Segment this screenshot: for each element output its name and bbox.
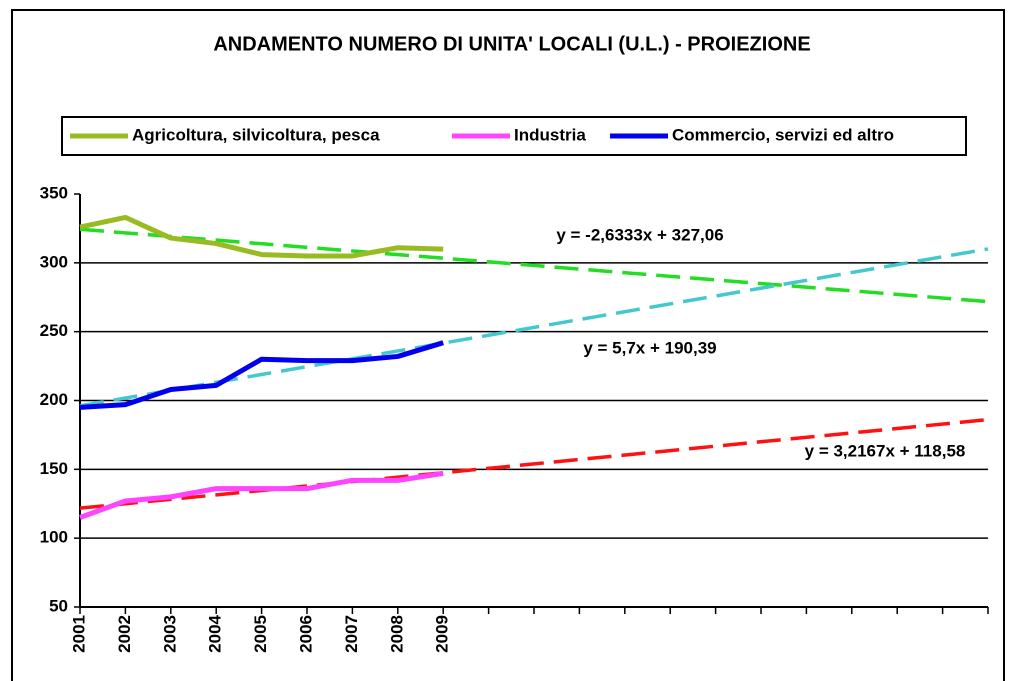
x-tick-label: 2009 bbox=[433, 615, 452, 653]
series-line bbox=[79, 470, 444, 520]
y-tick-label: 300 bbox=[40, 252, 68, 271]
trendline bbox=[79, 417, 989, 510]
chart-title: ANDAMENTO NUMERO DI UNITA' LOCALI (U.L.)… bbox=[213, 33, 810, 55]
legend-label: Industria bbox=[514, 125, 586, 144]
x-tick-label: 2004 bbox=[206, 614, 225, 652]
x-tick-label: 2007 bbox=[342, 615, 361, 653]
legend-label: Agricoltura, silvicoltura, pesca bbox=[132, 125, 380, 144]
y-tick-label: 250 bbox=[40, 321, 68, 340]
x-tick-label: 2003 bbox=[160, 615, 179, 653]
x-tick-label: 2006 bbox=[296, 615, 315, 653]
trendline-label: y = 5,7x + 190,39 bbox=[583, 338, 716, 357]
legend-box bbox=[61, 116, 967, 156]
x-tick-label: 2008 bbox=[387, 615, 406, 653]
x-tick-label: 2002 bbox=[115, 615, 134, 653]
x-tick-label: 2005 bbox=[251, 615, 270, 653]
chart-border bbox=[11, 9, 1005, 681]
y-tick-label: 50 bbox=[49, 596, 68, 615]
series-line bbox=[79, 214, 444, 259]
trendline bbox=[79, 227, 989, 304]
x-tick-label: 2001 bbox=[69, 615, 88, 653]
trendline-label: y = 3,2167x + 118,58 bbox=[805, 441, 966, 460]
y-tick-label: 350 bbox=[40, 183, 68, 202]
y-tick-label: 100 bbox=[40, 528, 68, 547]
legend-label: Commercio, servizi ed altro bbox=[672, 125, 894, 144]
series-line bbox=[79, 340, 444, 410]
y-tick-label: 200 bbox=[40, 390, 68, 409]
trendline bbox=[79, 247, 989, 408]
trendline-label: y = -2,6333x + 327,06 bbox=[556, 225, 723, 244]
y-tick-label: 150 bbox=[40, 459, 68, 478]
